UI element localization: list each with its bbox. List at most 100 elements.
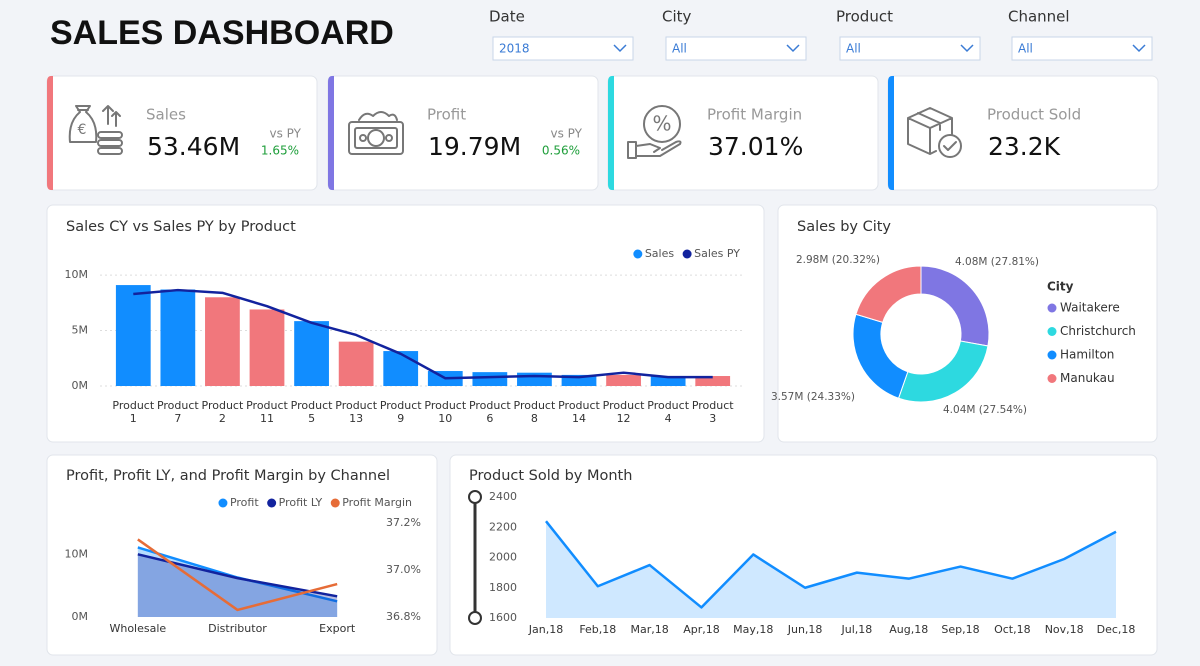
kpi-change: 0.56% (542, 144, 580, 158)
filter-dropdown[interactable]: 2018 (492, 36, 634, 61)
legend-label: Hamilton (1060, 348, 1114, 362)
svg-text:%: % (652, 112, 671, 136)
bar (650, 376, 686, 386)
kpi-icons: € % (68, 105, 962, 159)
dropdown-box (665, 36, 807, 61)
range-slider[interactable] (468, 490, 482, 625)
slider-handle[interactable] (468, 490, 482, 504)
filter-value: 2018 (499, 42, 530, 56)
chart-card (449, 454, 1158, 656)
x-tick-label: Nov,18 (1045, 623, 1084, 636)
x-tick-label: Product 2 (201, 399, 244, 425)
y-tick-label: 2200 (489, 520, 517, 533)
x-tick-label: Product 11 (246, 399, 288, 425)
filter-dropdown[interactable]: All (839, 36, 981, 61)
legend-marker (1047, 350, 1057, 360)
area (137, 547, 338, 617)
x-tick-label: Product 8 (513, 399, 556, 425)
line (133, 288, 713, 380)
x-tick-label: Feb,18 (579, 623, 616, 636)
filter-value: All (846, 42, 861, 56)
kpi-value: 37.01% (708, 132, 803, 161)
legend-label: Waitakere (1060, 301, 1120, 315)
percent-hand-icon: % (627, 105, 682, 159)
money-bag-icon: € (68, 105, 123, 155)
chart-title: Product Sold by Month (469, 468, 632, 484)
kpi-accent (608, 76, 614, 190)
y-tick-label: 1800 (489, 581, 517, 594)
data-label: 2.98M (20.32%) (796, 254, 880, 266)
bar (115, 285, 151, 386)
dropdown-box (492, 36, 634, 61)
chart-title: Profit, Profit LY, and Profit Margin by … (66, 468, 390, 484)
data-label: 4.04M (27.54%) (943, 404, 1027, 416)
line (545, 520, 1117, 609)
chart-title: Sales by City (797, 219, 891, 235)
x-tick-label: Product 6 (468, 399, 511, 425)
y-tick-label: 2400 (489, 490, 517, 503)
box-check-icon (907, 107, 962, 158)
x-tick-label: Product 1 (112, 399, 155, 425)
dropdown-box (839, 36, 981, 61)
kpi-value: 23.2K (988, 132, 1061, 161)
legend-label: Manukau (1060, 371, 1115, 385)
y-tick-label: 0M (72, 610, 89, 623)
x-tick-label: Product 5 (290, 399, 333, 425)
kpi-change: 1.65% (261, 144, 299, 158)
bar (160, 289, 196, 386)
kpi-label: Profit Margin (707, 106, 802, 124)
x-tick-label: Product 7 (156, 399, 199, 425)
data-label: 3.57M (24.33%) (771, 391, 855, 403)
y-tick-label: 0M (72, 379, 89, 392)
chart-card (46, 454, 438, 656)
y-tick-label: 10M (65, 268, 89, 281)
x-tick-label: Dec,18 (1097, 623, 1136, 636)
slider-handle[interactable] (468, 611, 482, 625)
y2-tick-label: 36.8% (386, 610, 421, 623)
x-tick-label: Mar,18 (631, 623, 669, 636)
x-tick-label: May,18 (733, 623, 773, 636)
x-tick-label: Jun,18 (787, 623, 823, 636)
filter-value: All (672, 42, 687, 56)
area (137, 554, 338, 617)
y2-tick-label: 37.0% (386, 563, 421, 576)
x-tick-label: Aug,18 (889, 623, 928, 636)
kpi-compare-label: vs PY (551, 127, 583, 141)
x-tick-label: Apr,18 (683, 623, 720, 636)
legend-marker (330, 498, 340, 508)
filter-dropdown[interactable]: All (665, 36, 807, 61)
legend-title: City (1047, 280, 1074, 294)
legend-label: Sales (645, 247, 675, 260)
bar (517, 372, 552, 386)
dashboard-title: SALES DASHBOARD (50, 14, 394, 52)
y-tick-label: 1600 (489, 611, 517, 624)
legend-marker (1047, 303, 1057, 313)
x-tick-label: Product 14 (558, 399, 600, 425)
filter-value: All (1018, 42, 1033, 56)
kpi-value: 19.79M (428, 132, 521, 161)
kpi-value: 53.46M (147, 132, 240, 161)
filter-label: City (662, 8, 692, 26)
dropdown-box (1011, 36, 1153, 61)
x-tick-label: Distributor (208, 622, 267, 635)
filter-dropdown[interactable]: All (1011, 36, 1153, 61)
y2-tick-label: 37.2% (386, 516, 421, 529)
kpi-label: Sales (146, 106, 186, 124)
chevron (960, 44, 974, 53)
x-tick-label: Product 9 (379, 399, 422, 425)
kpi-accent (47, 76, 53, 190)
chevron (613, 44, 627, 53)
bar (249, 309, 285, 386)
filter-label: Date (489, 8, 525, 26)
x-tick-label: Jan,18 (528, 623, 563, 636)
kpi-label: Profit (427, 106, 466, 124)
kpi-accent (888, 76, 894, 190)
x-tick-label: Product 10 (424, 399, 467, 425)
legend-marker (633, 249, 643, 259)
svg-text:€: € (78, 122, 87, 138)
filter-label: Channel (1008, 8, 1070, 26)
legend-marker (682, 249, 692, 259)
chevron (786, 44, 800, 53)
x-tick-label: Sep,18 (941, 623, 979, 636)
